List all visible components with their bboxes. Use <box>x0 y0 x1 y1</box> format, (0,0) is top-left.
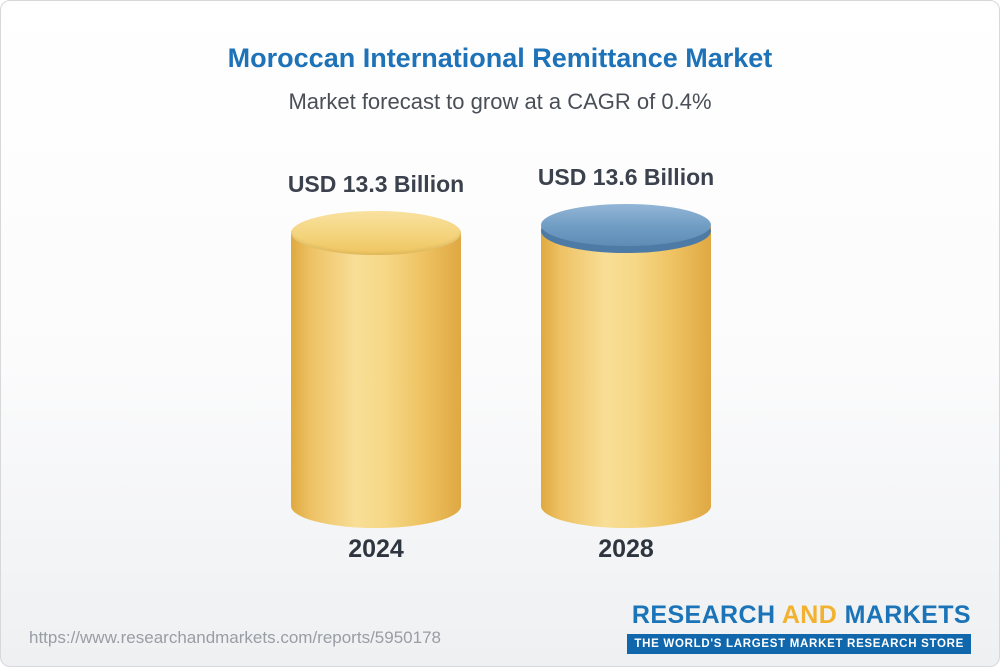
value-label-2024: USD 13.3 Billion <box>287 171 465 197</box>
page-subtitle: Market forecast to grow at a CAGR of 0.4… <box>288 89 712 114</box>
logo: RESEARCH AND MARKETS THE WORLD'S LARGEST… <box>627 601 971 654</box>
logo-word-markets: MARKETS <box>844 601 971 629</box>
cylinder-2028 <box>541 204 711 528</box>
logo-word-research: RESEARCH <box>631 601 776 629</box>
page-title: Moroccan International Remittance Market <box>227 43 773 73</box>
year-label-2024: 2024 <box>348 535 404 563</box>
logo-wordmark: RESEARCH AND MARKETS <box>627 601 971 630</box>
value-label-2028: USD 13.6 Billion <box>537 164 715 190</box>
logo-word-and: AND <box>781 601 838 629</box>
year-label-2028: 2028 <box>598 535 654 563</box>
logo-tagline: THE WORLD'S LARGEST MARKET RESEARCH STOR… <box>627 634 971 654</box>
cylinder-2028-cap <box>541 204 711 246</box>
cylinder-2028-body <box>541 226 711 528</box>
cylinder-2024 <box>291 211 461 528</box>
footer-url: https://www.researchandmarkets.com/repor… <box>29 628 441 647</box>
cylinder-2024-body <box>291 233 461 528</box>
cylinder-2024-cap <box>291 211 461 255</box>
